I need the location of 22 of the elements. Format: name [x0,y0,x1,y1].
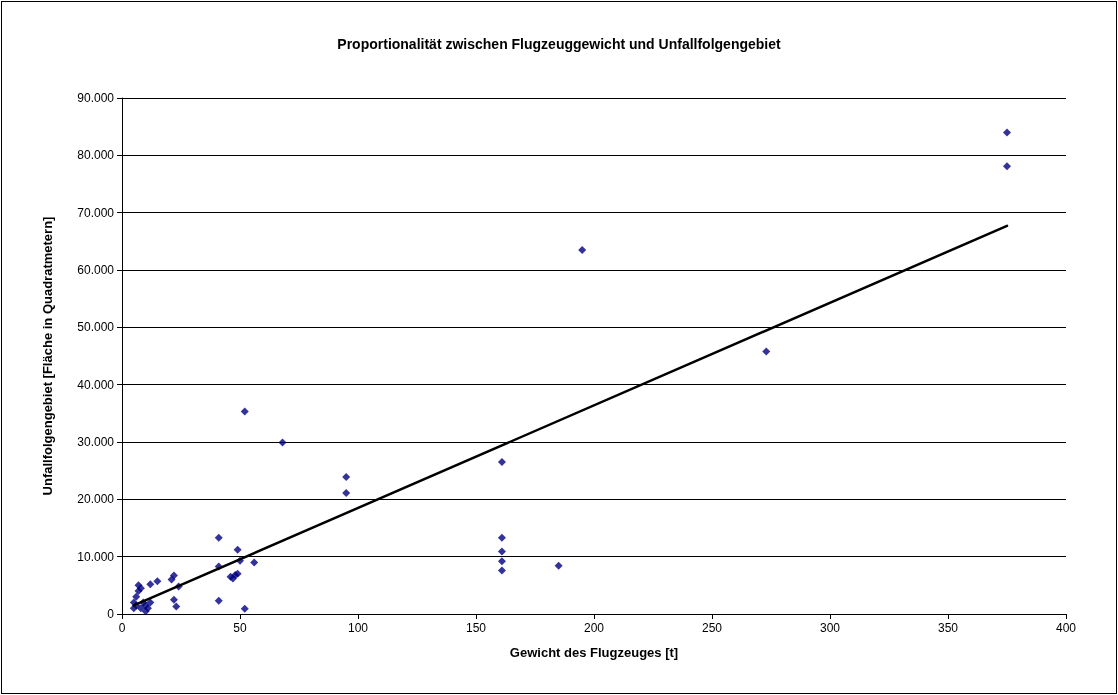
x-axis-title: Gewicht des Flugzeuges [t] [509,645,679,660]
x-tick-label: 200 [583,621,605,635]
y-tick-label: 90.000 [77,91,115,105]
x-tick-label: 300 [819,621,841,635]
y-tick-label: 20.000 [77,492,115,507]
x-tick-label: 350 [937,621,959,635]
x-tick-label: 400 [1055,621,1077,635]
x-tick-label: 250 [701,621,723,635]
x-tick-label: 0 [118,621,126,635]
chart-title: Proportionalität zwischen Flugzeuggewicht und Unfallfolgengebiet [337,36,781,52]
y-tick-label: 0 [107,607,115,621]
y-tick-label: 60.000 [77,263,115,277]
y-tick-label: 50.000 [77,320,115,335]
y-tick-label: 10.000 [77,549,115,564]
x-tick-label: 50 [233,621,247,635]
y-axis-title: Unfallfolgengebiet [Fläche in Quadratmetern] [40,216,55,496]
y-tick-label: 70.000 [77,205,115,220]
y-tick-label: 80.000 [77,148,115,163]
y-tick-label: 40.000 [77,377,115,392]
x-tick-label: 150 [465,621,487,635]
x-tick-label: 100 [347,621,369,635]
y-tick-label: 30.000 [77,435,115,449]
